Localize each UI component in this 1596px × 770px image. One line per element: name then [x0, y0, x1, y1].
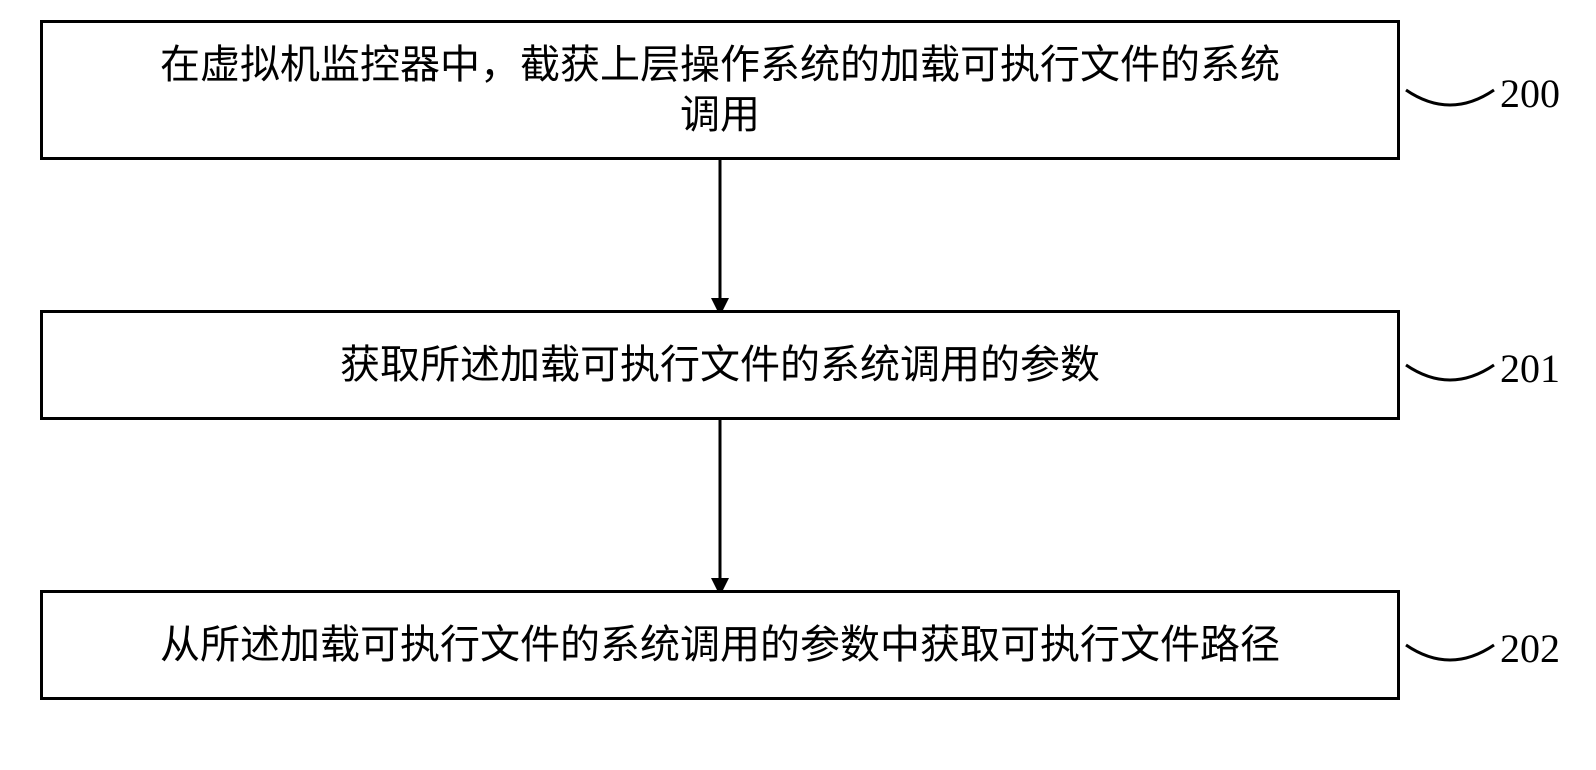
flow-node-n0: 在虚拟机监控器中，截获上层操作系统的加载可执行文件的系统 调用: [40, 20, 1400, 160]
flow-node-text: 在虚拟机监控器中，截获上层操作系统的加载可执行文件的系统 调用: [144, 40, 1296, 140]
flow-node-n2: 从所述加载可执行文件的系统调用的参数中获取可执行文件路径: [40, 590, 1400, 700]
flowchart-canvas: 在虚拟机监控器中，截获上层操作系统的加载可执行文件的系统 调用 200 获取所述加载…: [0, 0, 1596, 770]
flow-node-n1: 获取所述加载可执行文件的系统调用的参数: [40, 310, 1400, 420]
flow-node-label: 202: [1500, 625, 1560, 672]
flow-node-label: 200: [1500, 70, 1560, 117]
flow-node-text: 从所述加载可执行文件的系统调用的参数中获取可执行文件路径: [144, 620, 1296, 670]
flow-node-text: 获取所述加载可执行文件的系统调用的参数: [324, 340, 1116, 390]
flow-node-label: 201: [1500, 345, 1560, 392]
